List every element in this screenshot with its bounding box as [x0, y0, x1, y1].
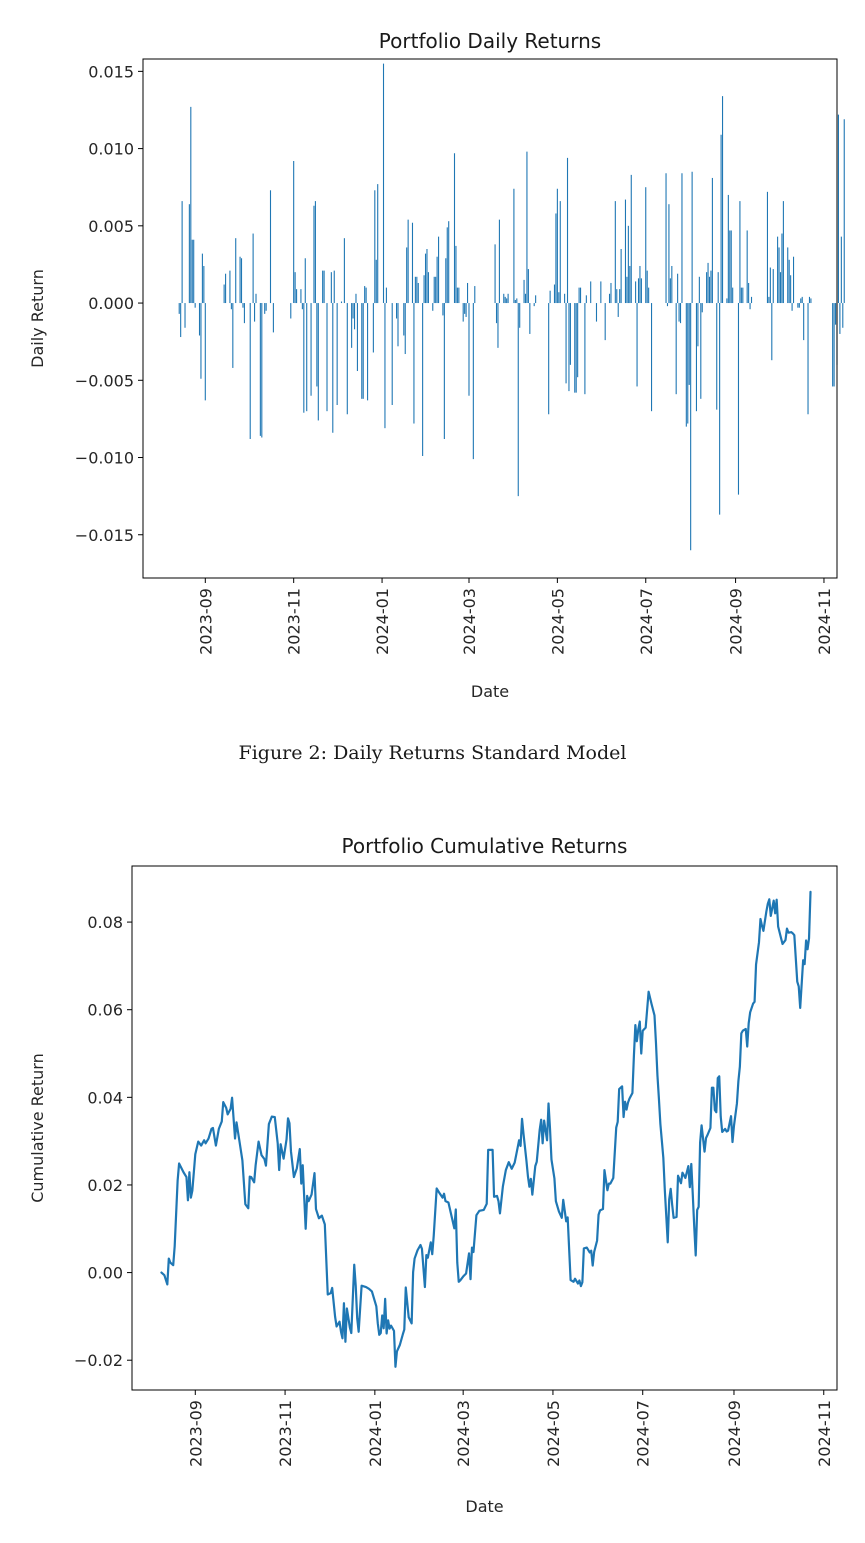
y-tick-label: −0.005 — [75, 371, 134, 390]
y-tick-label: 0.08 — [87, 913, 123, 932]
x-tick-label: 2023-09 — [196, 588, 215, 655]
y-tick-label: 0.04 — [87, 1088, 123, 1107]
plot-frame — [142, 58, 838, 579]
figure-caption: Figure 2: Daily Returns Standard Model — [238, 742, 627, 764]
x-tick-label: 2023-11 — [285, 588, 304, 655]
x-tick-label: 2024-03 — [454, 1400, 473, 1467]
x-tick-label: 2024-03 — [460, 588, 479, 655]
y-tick-label: −0.02 — [74, 1351, 123, 1370]
y-axis-label: Daily Return — [28, 269, 47, 368]
x-tick-label: 2024-11 — [815, 588, 834, 655]
x-axis-label: Date — [471, 682, 509, 701]
x-tick-label: 2023-11 — [276, 1400, 295, 1467]
x-tick-label: 2024-09 — [727, 588, 746, 655]
y-tick-label: −0.015 — [75, 526, 134, 545]
plot-frame — [131, 865, 838, 1391]
y-tick-label: 0.00 — [87, 1264, 123, 1283]
y-tick-label: 0.005 — [88, 217, 134, 236]
x-tick-label: 2024-07 — [634, 1400, 653, 1467]
y-axis-label: Cumulative Return — [28, 1053, 47, 1203]
y-tick-label: 0.02 — [87, 1176, 123, 1195]
x-tick-label: 2024-11 — [815, 1400, 834, 1467]
cumulative-returns-chart: 0.08 0.06 0.04 0.02 0.00 −0.02 2023-09 2023-11 2… — [28, 834, 838, 1516]
y-tick-label: 0.015 — [88, 62, 134, 81]
x-tick-label: 2024-07 — [637, 588, 656, 655]
x-tick-label: 2024-01 — [373, 588, 392, 655]
y-tick-label: 0.010 — [88, 140, 134, 159]
y-tick-label: −0.010 — [75, 449, 134, 468]
x-tick-label: 2023-09 — [186, 1400, 205, 1467]
cumulative-return-line — [160, 890, 812, 1368]
x-tick-label: 2024-05 — [548, 588, 567, 655]
daily-returns-chart: 0.015 0.010 0.005 0.000 −0.005 −0.010 −0.015 20… — [28, 29, 845, 701]
x-tick-label: 2024-09 — [725, 1400, 744, 1467]
chart-title: Portfolio Daily Returns — [379, 29, 601, 53]
x-tick-label: 2024-05 — [544, 1400, 563, 1467]
chart-title: Portfolio Cumulative Returns — [342, 834, 628, 858]
y-tick-label: 0.000 — [88, 294, 134, 313]
y-tick-label: 0.06 — [87, 1001, 123, 1020]
x-axis-label: Date — [465, 1497, 503, 1516]
x-tick-label: 2024-01 — [366, 1400, 385, 1467]
